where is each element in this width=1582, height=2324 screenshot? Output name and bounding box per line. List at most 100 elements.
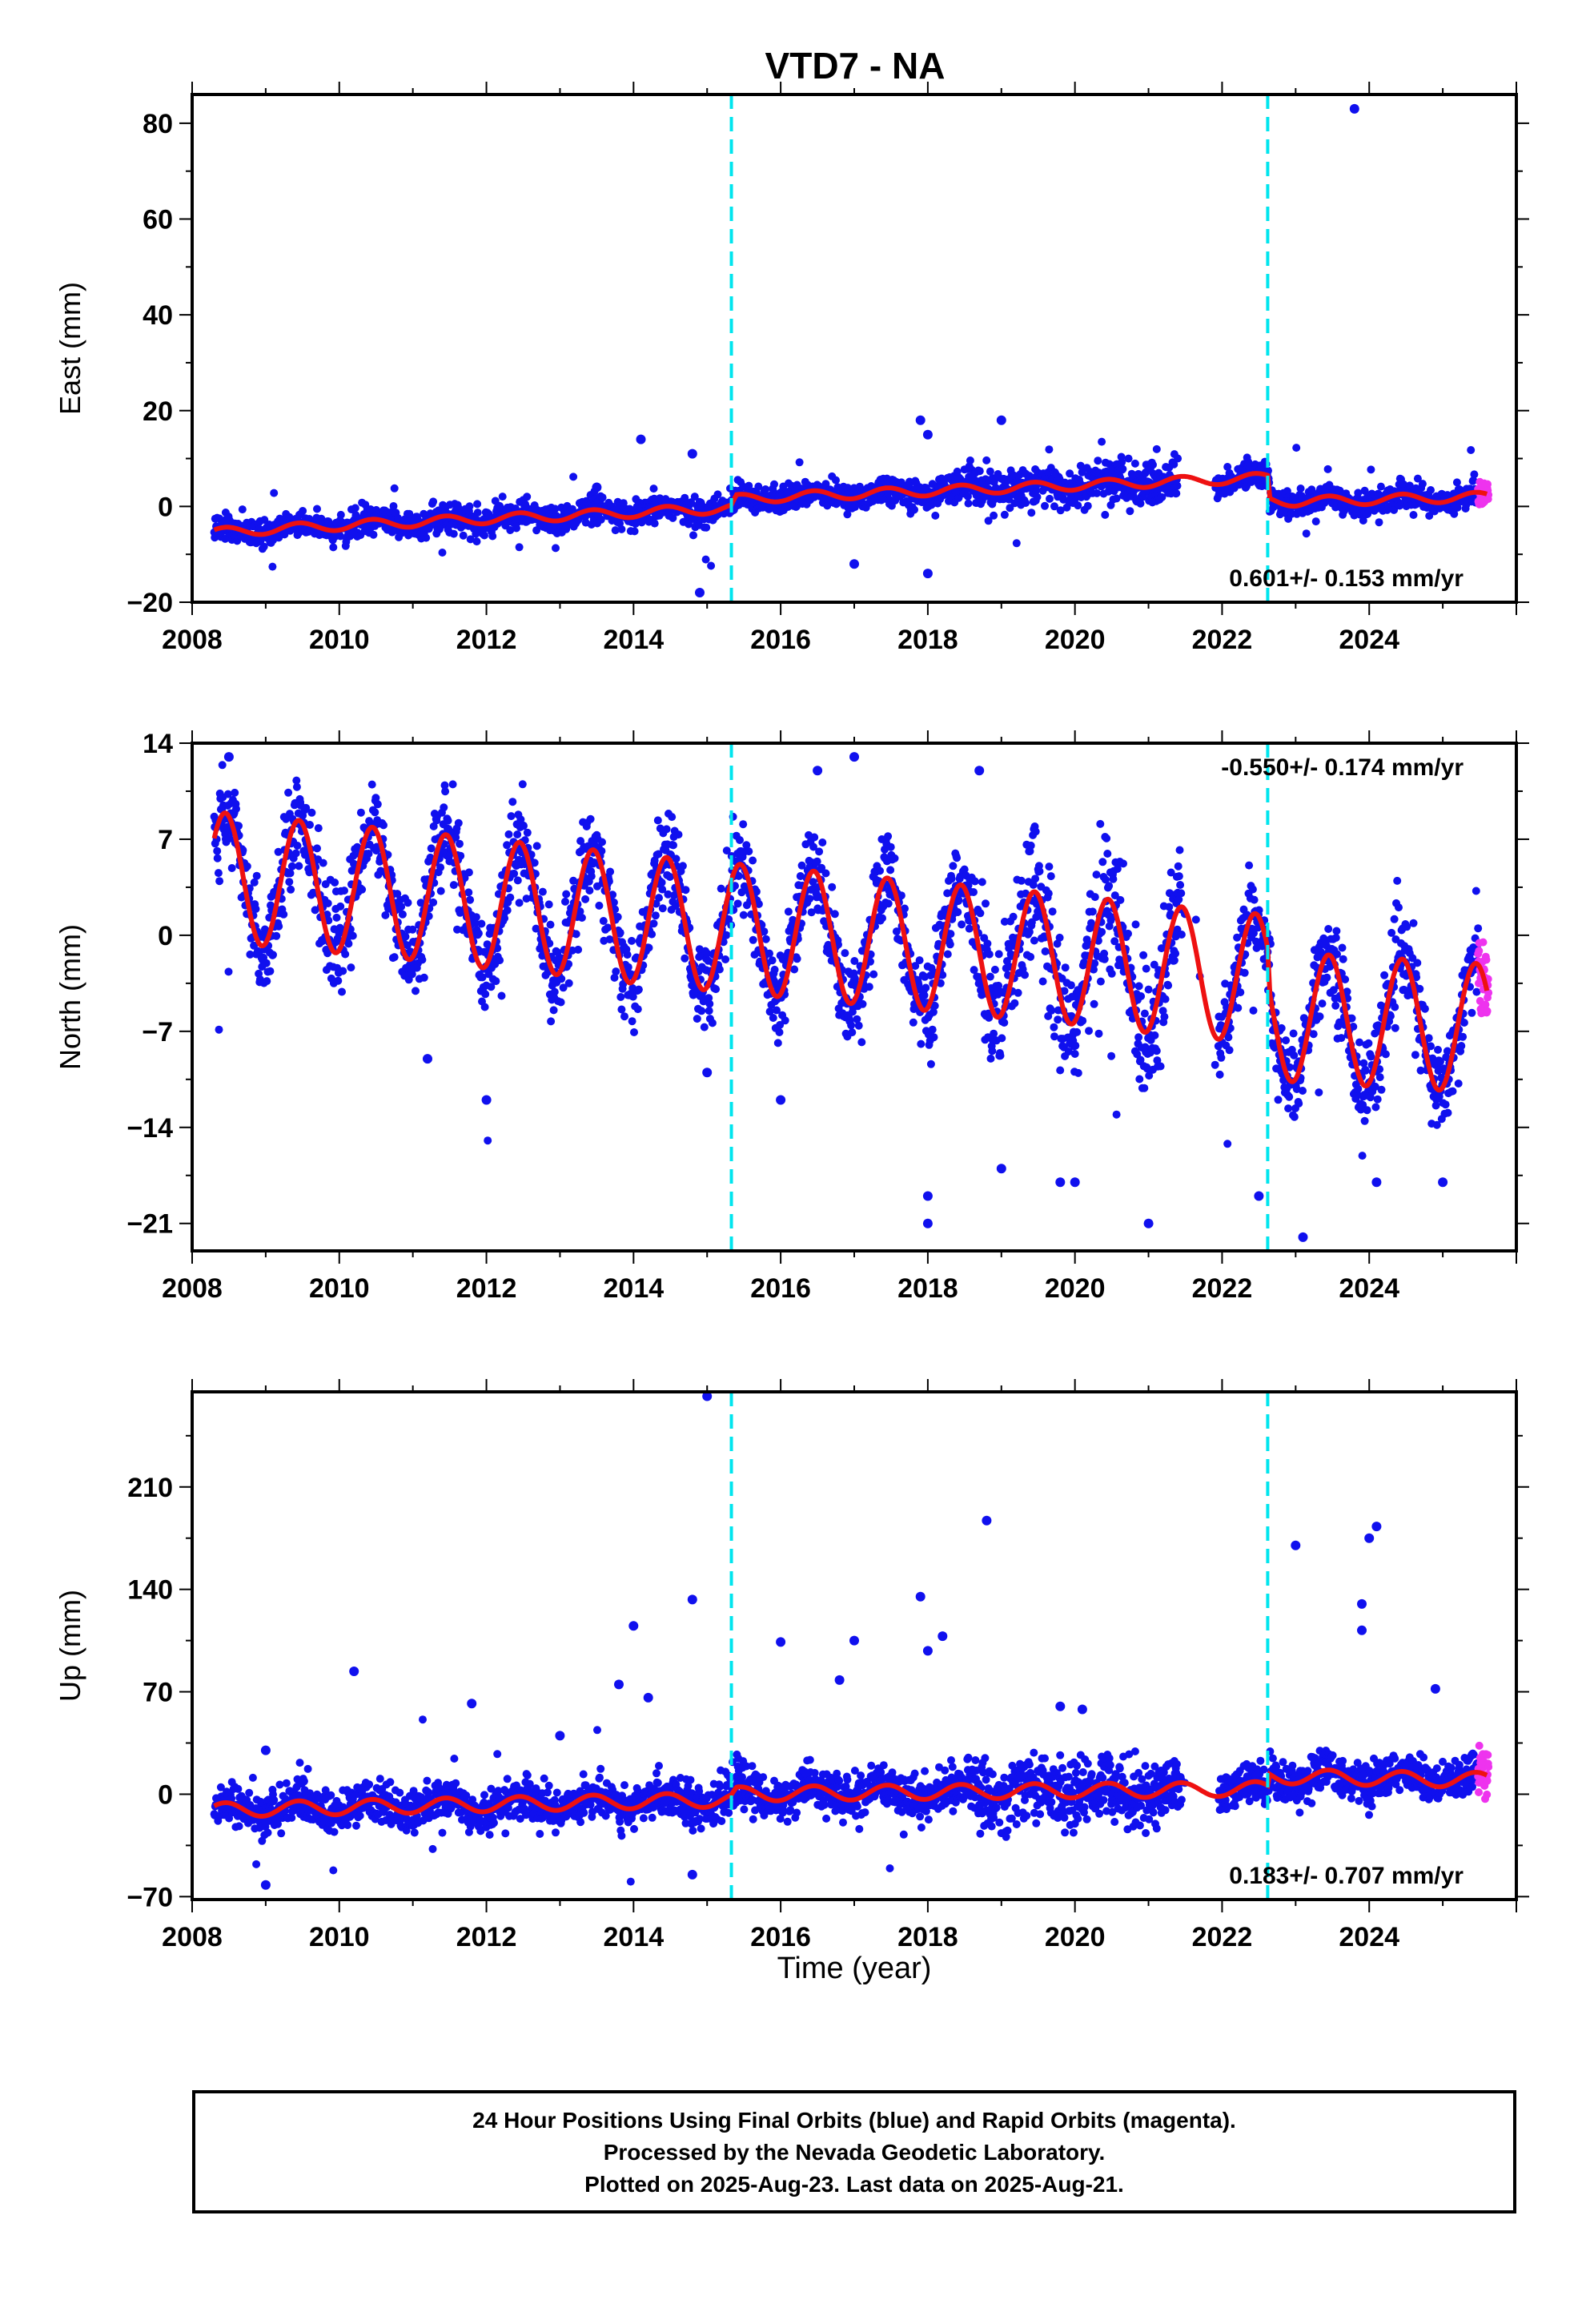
final-orbit-point (280, 530, 289, 539)
final-orbit-point (1102, 834, 1111, 842)
final-orbit-point (1354, 489, 1363, 497)
final-orbit-point (1050, 1032, 1058, 1041)
final-orbit-point (869, 970, 878, 979)
final-orbit-point (1290, 1051, 1299, 1059)
final-orbit-point (781, 1016, 789, 1025)
final-orbit-point (1116, 895, 1125, 904)
x-tick-label: 2010 (309, 625, 370, 655)
final-orbit-point (243, 862, 251, 870)
final-orbit-point (235, 822, 243, 830)
final-orbit-point (970, 888, 978, 896)
final-orbit-point (576, 907, 584, 916)
final-orbit-point (1156, 1062, 1165, 1071)
final-orbit-point (810, 833, 819, 842)
final-orbit-point (890, 854, 899, 862)
final-orbit-point (313, 505, 321, 513)
x-tick-label: 2018 (897, 625, 958, 655)
final-orbit-point (1142, 964, 1150, 973)
final-orbit-point (1101, 875, 1110, 884)
final-orbit-point (587, 872, 596, 881)
final-orbit-point (914, 980, 923, 989)
final-orbit-point (496, 501, 504, 510)
final-orbit-point (1166, 910, 1175, 919)
final-orbit-point (739, 820, 748, 829)
final-orbit-point (854, 1021, 863, 1030)
final-orbit-point (930, 1033, 938, 1042)
final-orbit-point (1046, 494, 1054, 503)
final-orbit-point (1236, 988, 1245, 997)
final-orbit-point (404, 899, 412, 907)
y-tick-label: 20 (143, 396, 173, 427)
final-orbit-point (1045, 862, 1054, 871)
final-orbit-point (440, 781, 449, 790)
final-orbit-point (1090, 965, 1098, 974)
final-orbit-point (379, 821, 387, 830)
x-tick-label: 2022 (1192, 625, 1253, 655)
final-orbit-point (496, 956, 504, 965)
final-orbit-point (1150, 1031, 1159, 1039)
final-orbit-point (507, 812, 516, 821)
final-orbit-point (1112, 1110, 1121, 1119)
final-orbit-point (630, 527, 639, 536)
final-orbit-point (453, 925, 461, 934)
final-orbit-point (986, 972, 994, 981)
final-orbit-point (1170, 460, 1178, 468)
final-orbit-point (765, 1007, 774, 1016)
final-orbit-point (830, 910, 839, 919)
final-orbit-point (466, 895, 475, 904)
rapid-orbit-point (1484, 480, 1492, 489)
final-orbit-point (500, 914, 509, 923)
final-orbit-point (1177, 889, 1186, 898)
final-orbit-point (266, 967, 275, 975)
final-orbit-point (338, 987, 346, 996)
final-orbit-point (472, 537, 481, 546)
final-orbit-point (465, 502, 474, 511)
final-orbit-point (931, 511, 940, 520)
final-orbit-point (649, 485, 658, 493)
final-orbit-point (546, 920, 555, 929)
final-orbit-point (596, 515, 605, 524)
final-orbit-point (651, 911, 660, 920)
final-orbit-point (1066, 981, 1075, 990)
final-orbit-point (668, 813, 677, 822)
final-orbit-point (1223, 463, 1232, 471)
final-orbit-point (1100, 955, 1109, 963)
final-orbit-point (259, 542, 268, 551)
panel-east: 2008 2010 2012 2014 2016 2018 2020 2022 20248060… (54, 82, 1529, 655)
final-orbit-point (513, 876, 522, 885)
final-orbit-point (648, 930, 656, 939)
final-orbit-point (272, 931, 281, 940)
final-orbit-point (737, 888, 746, 897)
final-orbit-point (329, 543, 338, 552)
final-orbit-point (994, 981, 1003, 990)
final-orbit-point (1157, 944, 1166, 953)
final-orbit-point (597, 846, 606, 855)
final-orbit-point (964, 499, 973, 508)
final-orbit-point (518, 780, 527, 789)
final-orbit-point (497, 991, 506, 1000)
final-orbit-point (478, 973, 487, 982)
final-orbit-point (1285, 1092, 1294, 1101)
final-orbit-point (671, 902, 680, 911)
final-orbit-point (456, 839, 464, 848)
final-orbit-point (708, 1019, 717, 1027)
final-orbit-point (1000, 1019, 1009, 1027)
final-orbit-point (353, 842, 362, 851)
final-orbit-point (1292, 444, 1301, 452)
final-orbit-point (1467, 446, 1476, 454)
final-orbit-point (628, 936, 636, 945)
final-orbit-point (1315, 1088, 1323, 1097)
final-orbit-point (331, 879, 339, 887)
final-orbit-point (650, 519, 659, 528)
final-orbit-point (970, 877, 979, 886)
final-orbit-point (483, 940, 492, 949)
final-orbit-point (336, 902, 345, 911)
final-orbit-point (1224, 1033, 1233, 1042)
final-orbit-point (1233, 933, 1242, 942)
final-orbit-point (250, 878, 259, 887)
final-orbit-point (444, 816, 452, 825)
final-orbit-point (1000, 510, 1009, 519)
final-orbit-point (1074, 1068, 1082, 1077)
final-orbit-point (473, 500, 482, 509)
final-orbit-point (586, 814, 595, 823)
